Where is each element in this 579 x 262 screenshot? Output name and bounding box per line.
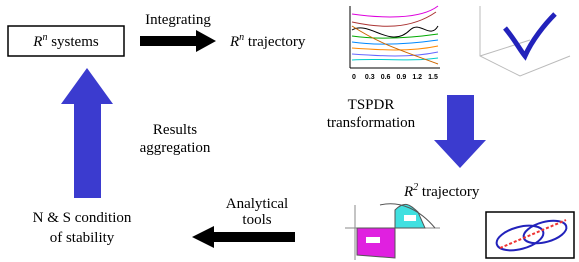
diagram: Rn systems Integrating Rn trajectory 0 0.… [0,0,579,262]
arrow [192,226,295,248]
node-label: Rn systems [32,32,99,50]
edge-label: Integrating [145,12,211,28]
attractor-plot [486,212,574,258]
node-label: of stability [50,230,115,246]
edge-label: Analytical [226,196,288,212]
x-tick-label: 0.3 [365,74,375,81]
arrow [140,30,216,52]
edge-label: transformation [327,115,416,131]
arrow [434,95,486,168]
edge-label: tools [242,212,271,228]
x-tick-label: 1.2 [412,74,422,81]
3d-plot [480,6,570,76]
edge-label: Results [153,122,197,138]
x-tick-label: 0 [352,74,356,81]
x-tick-label: 0.9 [397,74,407,81]
x-tick-label: 1.5 [428,74,438,81]
x-tick-label: 0.6 [381,74,391,81]
node-label: R2 trajectory [403,182,480,200]
trajectory-plot [350,6,440,68]
node-label: Rn trajectory [229,32,306,50]
edge-label: TSPDR [348,97,395,113]
edge-label: aggregation [140,140,211,156]
arrow [61,68,113,198]
phase-plot [345,204,440,260]
node-label: N & S condition [33,210,132,226]
